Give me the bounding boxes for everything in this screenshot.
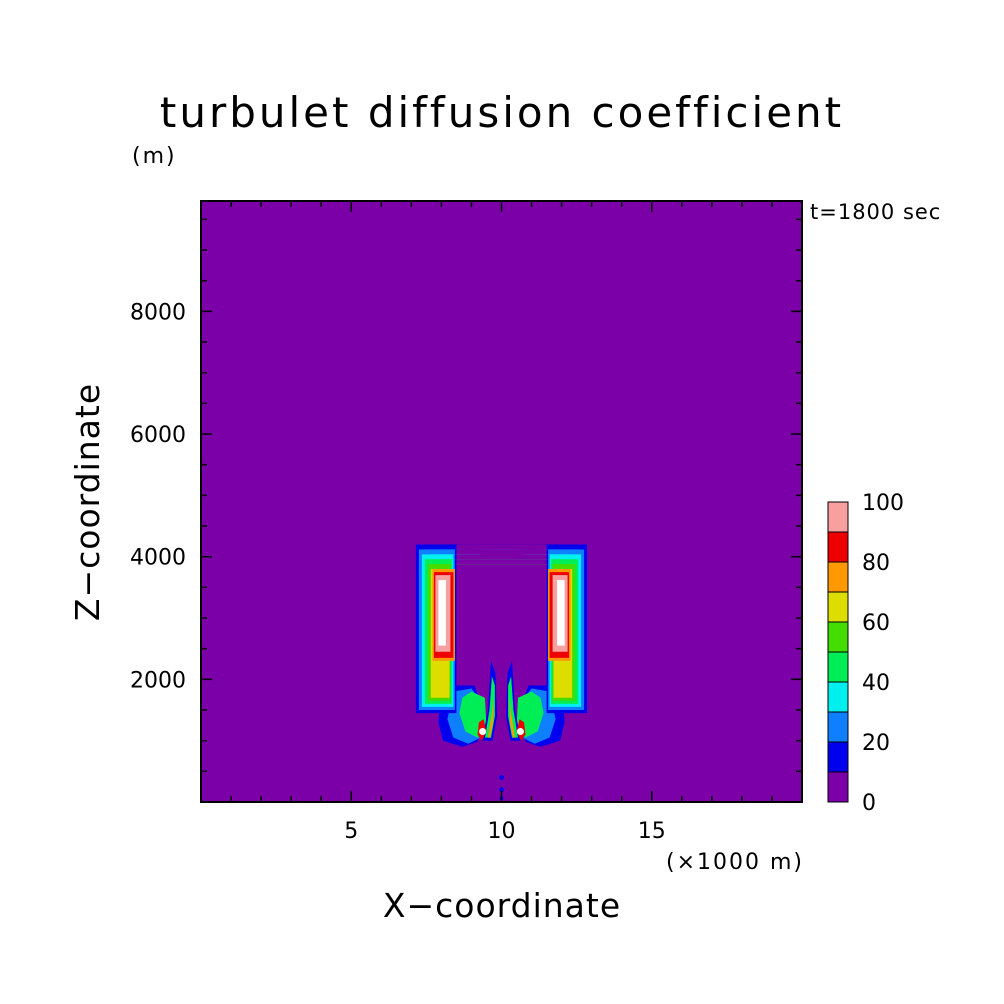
plume-cavity [457,599,546,661]
x-tick-label: 15 [638,819,666,844]
y-tick-label: 6000 [130,423,186,448]
y-tick-label: 4000 [130,546,186,571]
colorbar-segment [827,711,849,743]
colorbar-tick-label: 40 [862,671,890,696]
colorbar-segment [827,501,849,533]
x-tick-label: 5 [344,819,358,844]
plume-contours [415,544,588,801]
plot-background [201,201,802,802]
y-axis-tick-labels: 2000 4000 6000 8000 [130,300,186,693]
hook-left-peak [479,727,487,735]
plume-core-pink [435,575,568,652]
colorbar-segment [827,591,849,623]
hook-right-peak [516,727,524,735]
chart-title: turbulet diffusion coefficient [159,88,845,137]
colorbar-tick-label: 100 [862,491,904,516]
x-tick-label: 10 [488,819,516,844]
colorbar-tick-label: 80 [862,551,890,576]
colorbar-segment [827,531,849,563]
x-axis-ticks [230,201,773,802]
colorbar [827,501,849,803]
x-axis-unit: (×1000 m) [666,850,805,875]
colorbar-tick-labels: 0 20 40 60 80 100 [862,491,904,816]
colorbar-segment [827,681,849,713]
y-tick-label: 8000 [130,300,186,325]
colorbar-segment [827,771,849,803]
y-axis-unit: (m) [132,144,177,169]
colorbar-tick-label: 20 [862,731,890,756]
x-axis-label: X−coordinate [382,886,622,925]
colorbar-segment [827,561,849,593]
surface-dot [499,774,504,780]
colorbar-segment [827,741,849,773]
stem-right-core [509,697,515,738]
time-label: t=1800 sec [810,200,942,224]
y-tick-label: 2000 [130,668,186,693]
colorbar-tick-label: 0 [862,791,876,816]
colorbar-segment [827,621,849,653]
surface-dot [499,787,504,793]
y-axis-ticks [201,218,802,773]
stem-left-core [488,697,494,738]
colorbar-tick-label: 60 [862,611,890,636]
y-axis-label: Z−coordinate [68,383,107,621]
x-axis-tick-labels: 5 10 15 [344,819,666,844]
colorbar-segment [827,651,849,683]
